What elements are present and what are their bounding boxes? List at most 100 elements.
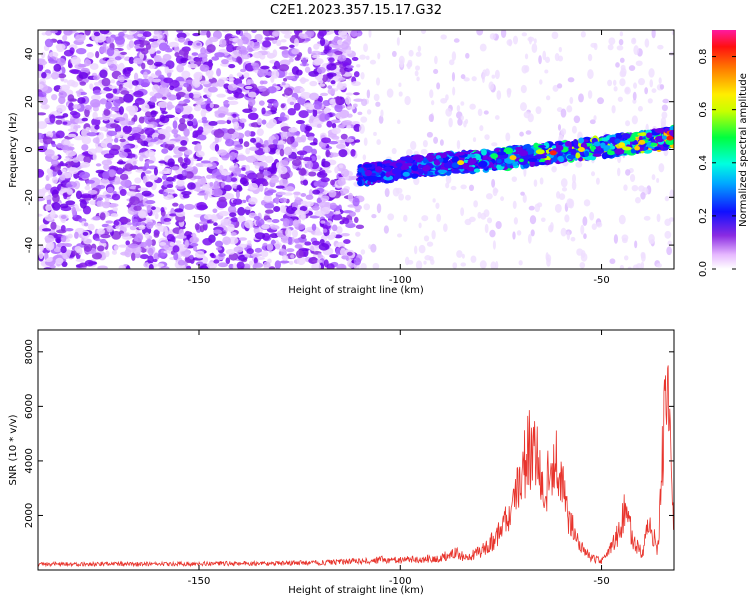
spectrogram-noise-cell bbox=[255, 218, 265, 227]
spectrogram-noise-cell bbox=[320, 92, 329, 97]
spectrogram-noise-cell bbox=[174, 52, 180, 58]
spectrogram-signal-cell bbox=[634, 145, 641, 151]
spectrogram-noise-cell bbox=[169, 241, 175, 246]
spectrogram-noise-cell bbox=[328, 140, 339, 145]
spectrogram-faint-cell bbox=[361, 98, 368, 107]
spectrogram-faint-cell bbox=[415, 51, 422, 57]
spectrogram-noise-cell bbox=[302, 157, 313, 162]
spectrogram-noise-cell bbox=[288, 236, 293, 244]
spectrogram-noise-cell bbox=[66, 188, 73, 195]
spectrogram-noise-cell bbox=[112, 95, 120, 100]
spectrogram-faint-cell bbox=[518, 260, 523, 266]
spectrogram-faint-cell bbox=[512, 35, 518, 45]
spectrogram-noise-cell bbox=[282, 255, 289, 261]
spectrogram-noise-cell bbox=[293, 191, 301, 195]
spectrogram-noise-cell bbox=[90, 247, 97, 255]
spectrogram-noise-cell bbox=[345, 222, 356, 229]
spectrogram-faint-cell bbox=[662, 98, 670, 104]
spectrogram-noise-cell bbox=[280, 131, 288, 140]
spectrogram-noise-cell bbox=[242, 108, 253, 114]
spectrogram-signal-cell bbox=[473, 168, 481, 173]
spectrogram-noise-cell bbox=[153, 54, 162, 62]
spectrogram-noise-cell bbox=[232, 198, 243, 205]
spectrogram-faint-cell bbox=[484, 223, 489, 234]
spectrogram-faint-cell bbox=[494, 69, 500, 80]
spectrogram-noise-cell bbox=[123, 56, 131, 62]
spectrogram-faint-cell bbox=[587, 90, 593, 99]
spectrogram-faint-cell bbox=[461, 253, 465, 259]
spectrogram-noise-cell bbox=[318, 243, 330, 251]
spectrogram-noise-cell bbox=[169, 213, 178, 217]
spectrogram-noise-cell bbox=[120, 233, 130, 237]
spectrogram-faint-cell bbox=[436, 213, 442, 223]
spectrogram-noise-cell bbox=[172, 120, 178, 130]
spectrogram-faint-cell bbox=[452, 262, 458, 269]
spectrogram-faint-cell bbox=[376, 139, 381, 146]
spectrogram-faint-cell bbox=[410, 140, 417, 150]
spectrogram-noise-cell bbox=[335, 247, 341, 256]
spectrogram-noise-cell bbox=[312, 189, 321, 195]
spectrogram-noise-cell bbox=[163, 77, 174, 84]
spectrogram-faint-cell bbox=[477, 211, 482, 219]
spectrogram-noise-cell bbox=[183, 41, 189, 45]
spectrogram-faint-cell bbox=[554, 52, 560, 62]
spectrogram-noise-cell bbox=[338, 77, 346, 81]
spectrogram-noise-cell bbox=[310, 256, 318, 264]
colorbar-label: Normalized spectral amplitude bbox=[738, 73, 749, 227]
spectrogram-noise-cell bbox=[100, 140, 109, 148]
spectrogram-noise-cell bbox=[197, 32, 209, 36]
spectrogram-faint-cell bbox=[440, 97, 448, 104]
spectrogram-faint-cell bbox=[456, 250, 463, 258]
spectrogram-noise-cell bbox=[58, 96, 66, 105]
spectrogram-noise-cell bbox=[260, 65, 270, 70]
spectrogram-noise-cell bbox=[268, 118, 277, 127]
spectrogram-noise-cell bbox=[325, 152, 331, 156]
spectrogram-noise-cell bbox=[287, 107, 297, 116]
colorbar-ticks: 0.00.20.40.60.8 bbox=[698, 49, 736, 277]
spectrogram-noise-cell bbox=[209, 181, 214, 187]
spectrogram-noise-cell bbox=[69, 47, 75, 55]
spectrogram-noise-cell bbox=[142, 71, 148, 79]
spectrogram-noise-cell bbox=[291, 159, 302, 167]
spectrogram-faint-cell bbox=[621, 234, 629, 242]
spectrogram-noise-cell bbox=[99, 46, 107, 54]
spectrogram-faint-cell bbox=[656, 213, 661, 223]
spectrogram-noise-cell bbox=[189, 236, 200, 244]
spectrogram-faint-cell bbox=[468, 216, 476, 223]
spectrogram-noise-cell bbox=[114, 35, 126, 45]
spectrogram-faint-cell bbox=[413, 177, 420, 186]
spectrogram-faint-cell bbox=[560, 128, 567, 136]
spectrogram-signal-cell bbox=[500, 163, 506, 167]
snr-background bbox=[38, 330, 674, 570]
spectrogram-noise-cell bbox=[201, 120, 209, 124]
spectrogram-noise-cell bbox=[339, 109, 350, 119]
spectrogram-noise-cell bbox=[69, 110, 78, 116]
spectrogram-noise-cell bbox=[139, 254, 149, 260]
snr-x-tick-label: -100 bbox=[389, 576, 412, 587]
spectrogram-faint-cell bbox=[377, 52, 381, 60]
spectrogram-noise-cell bbox=[295, 69, 303, 76]
spectrogram-noise-cell bbox=[128, 84, 133, 90]
spectrogram-faint-cell bbox=[666, 246, 673, 256]
spectrogram-noise-cell bbox=[41, 228, 52, 232]
spectrogram-signal-cell bbox=[437, 169, 448, 174]
spectrogram-noise-cell bbox=[324, 46, 332, 51]
spectrogram-noise-cell bbox=[172, 154, 182, 158]
spectrogram-noise-cell bbox=[215, 174, 226, 180]
spectrogram-noise-cell bbox=[280, 205, 287, 213]
spectrogram-noise-cell bbox=[300, 193, 307, 198]
spectrogram-peak-cell bbox=[666, 135, 674, 141]
spectrogram-noise-cell bbox=[119, 173, 129, 181]
spectrogram-noise-cell bbox=[84, 30, 91, 36]
spectrogram-noise-cell bbox=[84, 108, 90, 118]
spectrogram-faint-cell bbox=[460, 101, 465, 106]
spectrogram-faint-cell bbox=[436, 82, 441, 90]
spectrogram-noise-cell bbox=[328, 189, 337, 198]
colorbar-gradient bbox=[712, 30, 736, 269]
snr-y-tick-label: 2000 bbox=[24, 503, 35, 528]
spectrogram-noise-cell bbox=[262, 40, 272, 48]
spectrogram-noise-cell bbox=[46, 168, 53, 175]
spectrogram-noise-cell bbox=[248, 97, 256, 107]
spectrogram-noise-cell bbox=[320, 220, 326, 224]
spectrogram-faint-cell bbox=[421, 215, 429, 222]
